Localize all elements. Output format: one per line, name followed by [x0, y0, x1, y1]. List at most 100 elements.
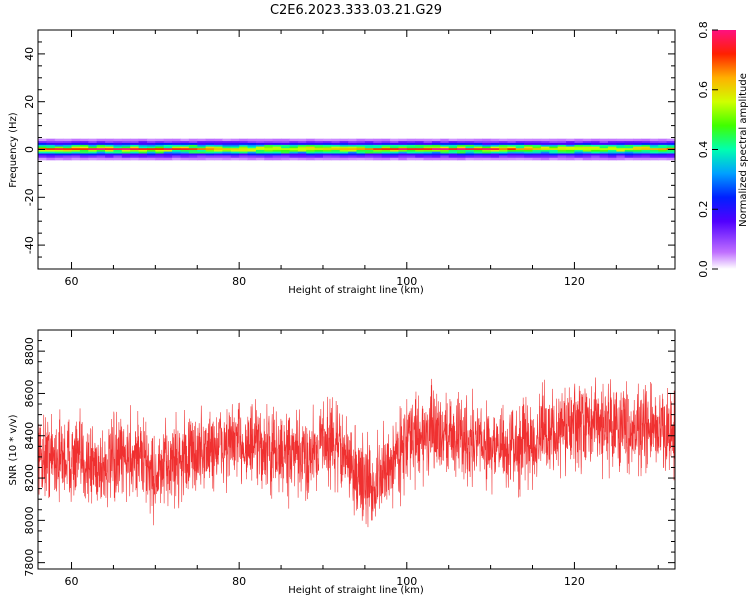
- heatmap-cell: [138, 144, 148, 148]
- heatmap-cell: [214, 142, 223, 146]
- heatmap-cell: [624, 157, 634, 161]
- heatmap-cell: [222, 142, 232, 146]
- snr-panel: 60 80 100 120 7800 8000 8200 8400 8600 8800 Heigh…: [8, 329, 676, 596]
- heatmap-cell: [591, 149, 601, 153]
- heatmap-cell: [348, 151, 357, 155]
- heatmap-cell: [390, 151, 399, 155]
- heatmap-cell: [264, 142, 274, 146]
- snr-x-tick-label: 120: [564, 575, 585, 588]
- heatmap-cell: [599, 144, 609, 148]
- heatmap-cell: [339, 138, 349, 142]
- heatmap-cell: [364, 151, 374, 155]
- heatmap-cell: [423, 157, 433, 161]
- heatmap-cell: [649, 155, 659, 158]
- heatmap-cell: [172, 151, 181, 155]
- heatmap-cell: [339, 142, 349, 146]
- heatmap-cell: [364, 142, 374, 146]
- heatmap-cell: [214, 149, 223, 153]
- heatmap-cell: [79, 146, 89, 150]
- heatmap-cell: [96, 141, 106, 144]
- heatmap-cell: [557, 155, 567, 158]
- heatmap-cell: [557, 153, 567, 157]
- heatmap-cell: [46, 148, 56, 151]
- heatmap-cell: [415, 142, 425, 146]
- heatmap-cell: [398, 138, 408, 142]
- heatmap-cell: [146, 151, 156, 155]
- heatmap-cell: [482, 142, 492, 146]
- heatmap-cell: [138, 151, 148, 155]
- heatmap-cell: [331, 144, 341, 148]
- heatmap-cell: [88, 157, 98, 161]
- heatmap-cell: [591, 153, 601, 157]
- heatmap-cell: [582, 149, 592, 153]
- heatmap-cell: [482, 146, 492, 150]
- heatmap-cell: [415, 149, 425, 153]
- heatmap-cell: [188, 151, 198, 155]
- heatmap-cell: [247, 146, 257, 150]
- heatmap-cell: [297, 148, 307, 151]
- heatmap-cell: [155, 149, 165, 153]
- heatmap-cell: [607, 149, 617, 153]
- heatmap-cell: [272, 153, 282, 157]
- heatmap-cell: [457, 149, 466, 153]
- heatmap-cell: [113, 142, 123, 146]
- heatmap-cell: [63, 144, 73, 148]
- heatmap-cell: [38, 151, 47, 155]
- heatmap-cell: [322, 146, 332, 150]
- heatmap-cell: [163, 148, 173, 151]
- heatmap-cell: [163, 155, 173, 158]
- heatmap-cell: [331, 153, 341, 157]
- heatmap-cell: [482, 149, 492, 153]
- heatmap-cell: [281, 157, 290, 161]
- heatmap-cell: [649, 144, 659, 148]
- heatmap-cell: [390, 138, 399, 142]
- heatmap-cell: [113, 151, 123, 155]
- heatmap-cell: [532, 146, 542, 150]
- heatmap-cell: [197, 138, 207, 142]
- heatmap-cell: [398, 148, 408, 151]
- heatmap-cell: [339, 155, 349, 158]
- heatmap-cell: [415, 151, 425, 155]
- heatmap-cell: [624, 149, 634, 153]
- heatmap-cell: [540, 155, 550, 158]
- heatmap-cell: [574, 138, 584, 142]
- heatmap-cell: [591, 151, 601, 155]
- heatmap-cell: [38, 146, 47, 150]
- heatmap-cell: [616, 149, 626, 153]
- heatmap-cell: [88, 142, 98, 146]
- heatmap-cell: [121, 146, 131, 150]
- heatmap-cell: [582, 141, 592, 144]
- heatmap-cell: [272, 149, 282, 153]
- heatmap-cell: [390, 141, 399, 144]
- heatmap-cell: [557, 151, 567, 155]
- heatmap-cell: [79, 138, 89, 142]
- heatmap-cell: [356, 157, 366, 161]
- heatmap-cell: [406, 157, 416, 161]
- heatmap-cell: [205, 138, 215, 142]
- heatmap-cell: [163, 138, 173, 142]
- heatmap-cell: [230, 148, 240, 151]
- heatmap-cell: [71, 138, 81, 142]
- heatmap-cell: [272, 151, 282, 155]
- spectrogram-y-tick-label: 20: [23, 95, 36, 109]
- heatmap-cell: [607, 157, 617, 161]
- heatmap-cell: [457, 148, 466, 151]
- heatmap-cell: [549, 148, 559, 151]
- heatmap-cell: [146, 138, 156, 142]
- heatmap-cell: [440, 142, 450, 146]
- heatmap-cell: [130, 153, 140, 157]
- heatmap-cell: [607, 146, 617, 150]
- heatmap-cell: [214, 138, 223, 142]
- heatmap-cell: [130, 141, 140, 144]
- heatmap-cell: [498, 138, 508, 142]
- heatmap-cell: [532, 153, 542, 157]
- heatmap-cell: [105, 151, 114, 155]
- spectrogram-y-tick-label: 40: [23, 47, 36, 61]
- heatmap-cell: [264, 144, 274, 148]
- heatmap-cell: [390, 148, 399, 151]
- heatmap-cell: [390, 153, 399, 157]
- heatmap-cell: [658, 144, 668, 148]
- heatmap-cell: [339, 153, 349, 157]
- heatmap-cell: [532, 138, 542, 142]
- heatmap-cell: [205, 157, 215, 161]
